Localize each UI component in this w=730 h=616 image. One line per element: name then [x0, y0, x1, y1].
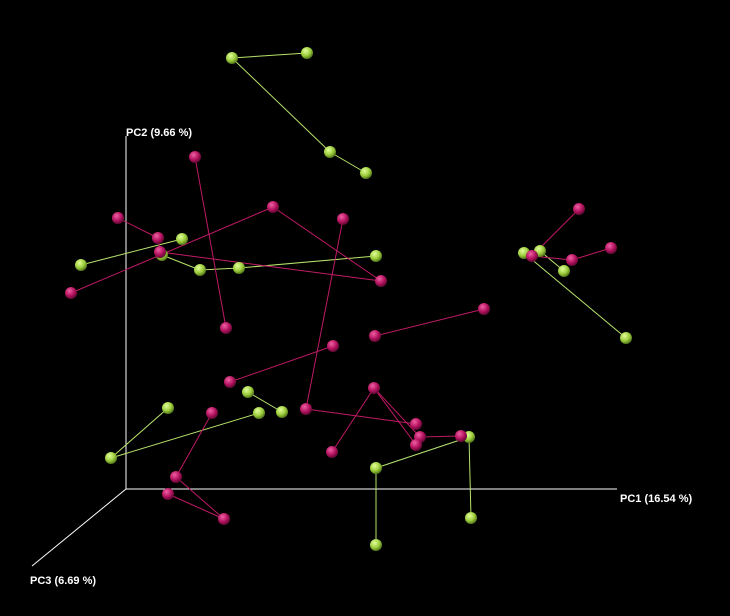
series-1-point	[152, 232, 164, 244]
series-1-point	[566, 254, 578, 266]
series-0-link	[329, 151, 367, 174]
series-1-point	[455, 430, 467, 442]
series-0-point	[233, 262, 245, 274]
series-1-point	[478, 303, 490, 315]
series-1-point	[410, 439, 422, 451]
series-1-point	[375, 275, 387, 287]
series-0-link	[523, 252, 627, 339]
series-0-point	[253, 407, 265, 419]
series-1-link	[571, 247, 612, 261]
series-1-link	[175, 412, 213, 478]
z-axis-label: PC3 (6.69 %)	[30, 575, 96, 587]
series-0-point	[162, 402, 174, 414]
series-0-link	[110, 407, 169, 459]
series-0-point	[620, 332, 632, 344]
series-1-link	[167, 493, 225, 520]
series-1-point	[170, 471, 182, 483]
series-1-link	[194, 156, 227, 329]
series-0-point	[242, 386, 254, 398]
series-1-link	[229, 345, 334, 383]
series-1-link	[70, 206, 274, 294]
series-1-point	[573, 203, 585, 215]
series-1-point	[267, 201, 279, 213]
series-1-point	[218, 513, 230, 525]
series-0-point	[324, 146, 336, 158]
series-1-point	[220, 322, 232, 334]
series-0-link	[199, 267, 240, 271]
series-1-point	[154, 246, 166, 258]
series-0-point	[226, 52, 238, 64]
z-axis-line	[31, 488, 127, 567]
series-0-point	[370, 462, 382, 474]
series-0-link	[238, 255, 377, 269]
series-0-point	[558, 265, 570, 277]
x-axis-label: PC1 (16.54 %)	[620, 493, 692, 505]
series-1-link	[374, 308, 485, 337]
series-1-link	[159, 251, 382, 282]
series-0-point	[301, 47, 313, 59]
series-1-point	[162, 488, 174, 500]
series-1-point	[112, 212, 124, 224]
series-0-link	[80, 238, 183, 266]
series-0-link	[231, 52, 308, 59]
series-1-link	[305, 218, 344, 410]
series-0-link	[231, 57, 331, 153]
series-0-point	[276, 406, 288, 418]
series-1-link	[373, 387, 417, 446]
series-links	[70, 52, 627, 545]
series-1-link	[117, 217, 159, 239]
series-0-link	[161, 254, 201, 271]
series-0-point	[194, 264, 206, 276]
series-0-point	[105, 452, 117, 464]
series-0-point	[370, 250, 382, 262]
series-1-link	[305, 408, 417, 425]
series-0-link	[110, 412, 260, 459]
y-axis-label: PC2 (9.66 %)	[126, 127, 192, 139]
series-1-link	[175, 476, 225, 520]
series-points	[65, 47, 632, 551]
series-1-point	[224, 376, 236, 388]
axes: PC1 (16.54 %) PC2 (9.66 %) PC3 (6.69 %)	[30, 127, 692, 587]
series-1-point	[206, 407, 218, 419]
series-1-point	[410, 418, 422, 430]
series-1-link	[419, 435, 462, 438]
series-0-point	[370, 539, 382, 551]
series-1-point	[605, 242, 617, 254]
series-0-point	[75, 259, 87, 271]
series-1-point	[189, 151, 201, 163]
series-1-point	[327, 340, 339, 352]
series-0-link	[247, 391, 283, 413]
series-1-point	[526, 250, 538, 262]
series-1-point	[300, 403, 312, 415]
series-0-point	[360, 167, 372, 179]
series-1-point	[368, 382, 380, 394]
series-0-point	[176, 233, 188, 245]
series-1-point	[369, 330, 381, 342]
series-1-point	[65, 287, 77, 299]
series-1-link	[272, 206, 382, 282]
series-1-point	[337, 213, 349, 225]
series-0-link	[375, 436, 470, 469]
series-0-point	[465, 512, 477, 524]
series-1-link	[331, 387, 375, 453]
series-0-link	[468, 436, 472, 519]
series-1-point	[326, 446, 338, 458]
series-1-link	[373, 387, 421, 438]
